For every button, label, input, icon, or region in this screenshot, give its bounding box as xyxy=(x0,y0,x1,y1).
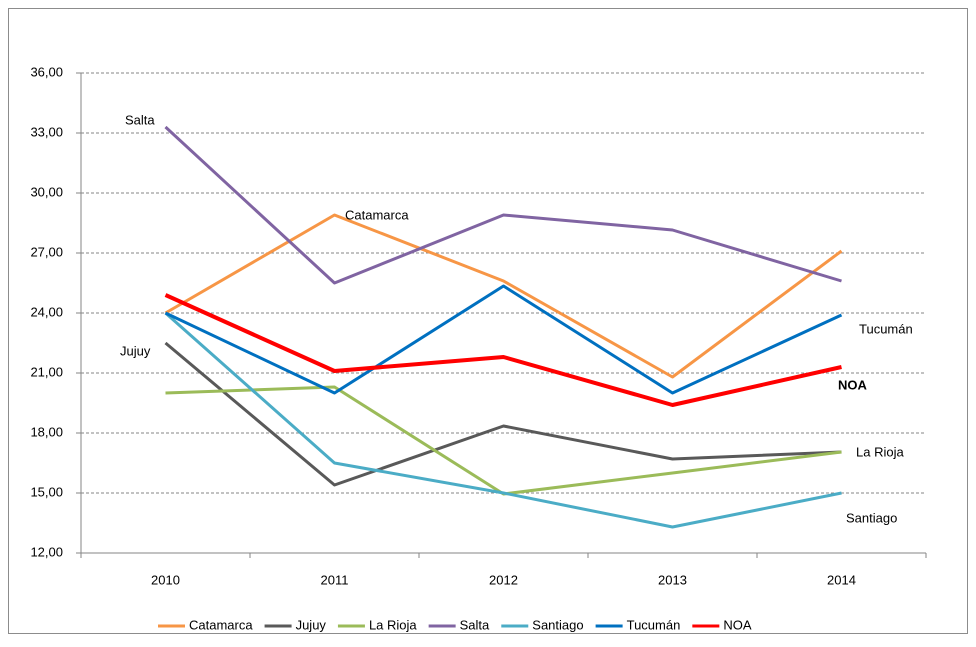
y-tick-label: 18,00 xyxy=(30,424,63,439)
x-tick-label: 2013 xyxy=(658,572,687,587)
annotation: Catamarca xyxy=(345,207,409,222)
legend-label: Jujuy xyxy=(296,617,327,632)
annotation: La Rioja xyxy=(856,444,904,459)
legend-label: Santiago xyxy=(532,617,583,632)
x-tick-label: 2011 xyxy=(321,572,349,587)
chart-frame xyxy=(8,8,968,634)
y-tick-label: 21,00 xyxy=(30,364,63,379)
x-tick-label: 2012 xyxy=(489,572,518,587)
series-line xyxy=(164,293,842,407)
series-line xyxy=(164,125,842,285)
annotation: Santiago xyxy=(846,510,897,525)
annotation: Salta xyxy=(125,112,155,127)
y-tick-label: 15,00 xyxy=(30,484,63,499)
x-tick-label: 2010 xyxy=(151,572,180,587)
x-tick-label: 2014 xyxy=(827,572,856,587)
legend-label: La Rioja xyxy=(369,617,417,632)
y-tick-label: 24,00 xyxy=(30,304,63,319)
series-line xyxy=(164,284,843,395)
y-tick-label: 12,00 xyxy=(30,544,63,559)
series-line xyxy=(164,311,842,529)
legend-label: Catamarca xyxy=(189,617,253,632)
y-tick-label: 27,00 xyxy=(30,244,63,259)
y-tick-label: 36,00 xyxy=(30,64,63,79)
annotation: Tucumán xyxy=(859,321,913,336)
legend-label: NOA xyxy=(723,617,752,632)
annotation: NOA xyxy=(838,377,868,392)
legend-label: Salta xyxy=(460,617,490,632)
legend-label: Tucumán xyxy=(627,617,681,632)
series-line xyxy=(164,341,842,487)
series-line xyxy=(164,213,843,379)
annotation: Jujuy xyxy=(120,343,151,358)
y-tick-label: 30,00 xyxy=(30,184,63,199)
y-tick-label: 33,00 xyxy=(30,124,63,139)
